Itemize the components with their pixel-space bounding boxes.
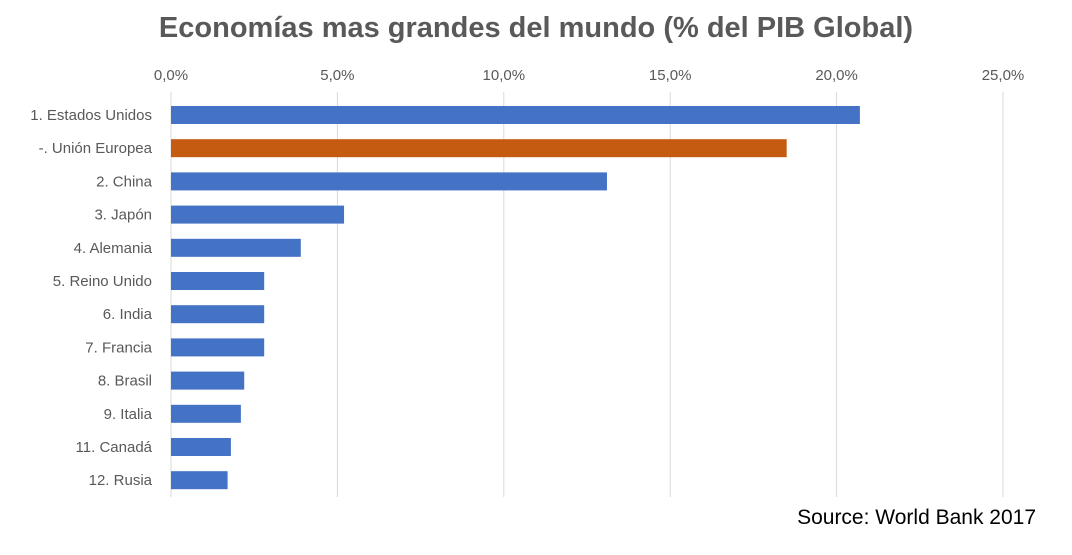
category-label: 8. Brasil xyxy=(98,373,152,390)
category-label: 7. Francia xyxy=(85,339,152,356)
category-label: 4. Alemania xyxy=(74,240,153,257)
category-label: 6. India xyxy=(103,306,153,323)
category-label: 5. Reino Unido xyxy=(53,273,152,290)
source-note: Source: World Bank 2017 xyxy=(797,506,1036,529)
gridlines xyxy=(170,92,1004,497)
bar xyxy=(171,471,228,490)
bar xyxy=(171,371,245,390)
bar xyxy=(171,438,231,456)
bar xyxy=(171,205,345,224)
x-tick-label: 10,0% xyxy=(483,67,526,84)
category-label: 1. Estados Unidos xyxy=(30,107,152,124)
category-label: 12. Rusia xyxy=(89,472,153,489)
x-tick-label: 5,0% xyxy=(320,67,354,84)
bar-chart: 0,0% 5,0% 10,0% 15,0% 20,0% 25,0% 1. Estados … xyxy=(30,67,1024,497)
bar xyxy=(171,338,265,357)
x-tick-label: 15,0% xyxy=(649,67,692,84)
bar xyxy=(171,272,265,290)
bar xyxy=(171,139,787,158)
bar xyxy=(171,172,607,191)
x-tick-label: 25,0% xyxy=(982,67,1025,84)
category-label: 2. China xyxy=(96,173,153,190)
x-tick-label: 20,0% xyxy=(815,67,858,84)
category-label: 9. Italia xyxy=(104,406,153,423)
x-tick-label: 0,0% xyxy=(154,67,188,84)
category-label: 11. Canadá xyxy=(76,439,153,456)
chart-title: Economías mas grandes del mundo (% del P… xyxy=(158,12,914,44)
x-axis-tick-labels: 0,0% 5,0% 10,0% 15,0% 20,0% 25,0% xyxy=(154,67,1024,84)
category-label: 3. Japón xyxy=(94,207,152,224)
bar xyxy=(171,404,241,423)
y-axis-category-labels: 1. Estados Unidos -. Unión Europea 2. Chin… xyxy=(30,107,152,489)
category-label: -. Unión Europea xyxy=(39,140,153,157)
bar xyxy=(171,238,301,257)
bar xyxy=(171,305,265,324)
bar xyxy=(171,106,860,124)
bars xyxy=(171,106,860,490)
